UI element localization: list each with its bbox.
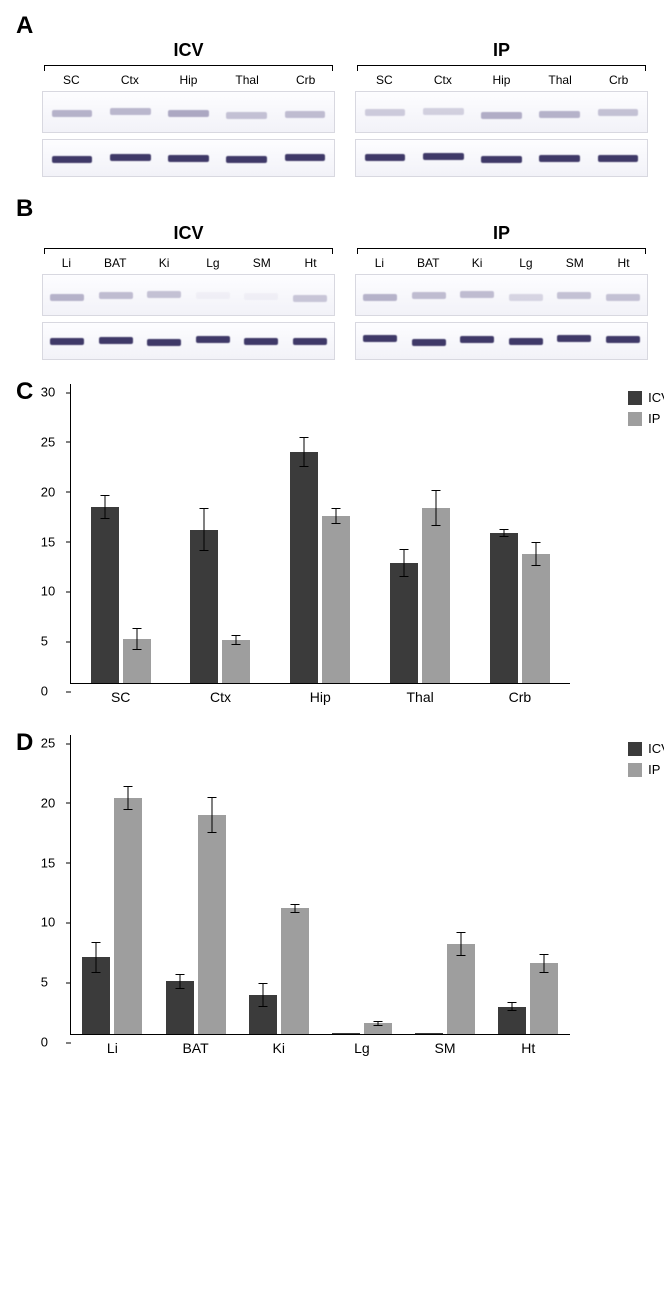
panel-b: B ICV LiBATKiLgSMHt IP LiBATKiLgSMHt [16,195,648,360]
ytick: 0 [41,1035,48,1050]
panel-letter: D [16,729,33,757]
bar [332,1033,360,1034]
bar [281,908,309,1034]
bar [422,508,450,683]
ytick: 25 [41,736,55,751]
bar [82,957,110,1034]
ytick: 15 [41,534,55,549]
bar [222,640,250,683]
bar [114,798,142,1034]
ytick: 0 [41,684,48,699]
panel-a: A ICV SCCtxHipThalCrb IP SCCtxHipThalCrb [16,12,648,177]
bar [415,1033,443,1034]
lane-label: Ctx [101,73,160,87]
bar [447,944,475,1034]
bar [198,815,226,1034]
panel-c: C EGFP PROTEIN AMOUNT ICV IP 05101520253… [16,378,648,689]
lane-label: Ki [140,256,189,270]
bar [123,639,151,683]
xlabel: Thal [406,689,433,705]
xlabel: Crb [509,689,532,705]
lane-label: Lg [188,256,237,270]
bar [530,963,558,1034]
legend-item: IP [648,411,660,426]
bar-chart: ICV IP 051015202530SCCtxHipThalCrb [70,384,570,684]
blot-b-icv: ICV LiBATKiLgSMHt [42,223,335,360]
lane-label: Ki [453,256,502,270]
xlabel: Lg [354,1040,370,1056]
ytick: 30 [41,385,55,400]
lane-label: SC [42,73,101,87]
ytick: 25 [41,434,55,449]
lane-label: SM [550,256,599,270]
bar [166,981,194,1034]
panel-letter: C [16,378,33,406]
blot-b-ip: IP LiBATKiLgSMHt [355,223,648,360]
legend-item: IP [648,762,660,777]
xlabel: SM [435,1040,456,1056]
blot-a-ip: IP SCCtxHipThalCrb [355,40,648,177]
xlabel: Ki [272,1040,284,1056]
panel-letter: A [16,12,33,40]
lane-label: Crb [589,73,648,87]
ytick: 10 [41,584,55,599]
group-label: IP [355,223,648,244]
bar [249,995,277,1034]
lane-label: Crb [276,73,335,87]
legend-item: ICV [648,390,664,405]
bar [498,1007,526,1035]
lane-label: Thal [531,73,590,87]
chart-legend: ICV IP [628,741,664,783]
lane-label: Thal [218,73,277,87]
lane-label: Li [355,256,404,270]
bar-chart: ICV IP 0510152025LiBATKiLgSMHt [70,735,570,1035]
lane-label: Ht [286,256,335,270]
ytick: 15 [41,855,55,870]
legend-item: ICV [648,741,664,756]
blot-a-icv: ICV SCCtxHipThalCrb [42,40,335,177]
group-label: IP [355,40,648,61]
ytick: 20 [41,484,55,499]
group-label: ICV [42,40,335,61]
xlabel: SC [111,689,130,705]
bar [364,1023,392,1034]
xlabel: Ctx [210,689,231,705]
lane-label: Lg [501,256,550,270]
xlabel: Ht [521,1040,535,1056]
xlabel: Li [107,1040,118,1056]
group-label: ICV [42,223,335,244]
lane-label: Hip [472,73,531,87]
xlabel: BAT [182,1040,208,1056]
lane-label: SC [355,73,414,87]
bar [322,516,350,683]
lane-label: Hip [159,73,218,87]
xlabel: Hip [310,689,331,705]
lane-label: BAT [91,256,140,270]
panel-d: D EGFP PROTEIN AMOUNT ICV IP 0510152025L… [16,729,648,1040]
bar [91,507,119,683]
bar [190,530,218,683]
lane-label: BAT [404,256,453,270]
ytick: 20 [41,795,55,810]
ytick: 10 [41,915,55,930]
bar [522,554,550,683]
bar [290,452,318,683]
bar [390,563,418,683]
lane-label: SM [237,256,286,270]
lane-label: Li [42,256,91,270]
ytick: 5 [41,975,48,990]
chart-legend: ICV IP [628,390,664,432]
lane-label: Ht [599,256,648,270]
bar [490,533,518,683]
ytick: 5 [41,634,48,649]
lane-label: Ctx [414,73,473,87]
panel-letter: B [16,195,33,223]
